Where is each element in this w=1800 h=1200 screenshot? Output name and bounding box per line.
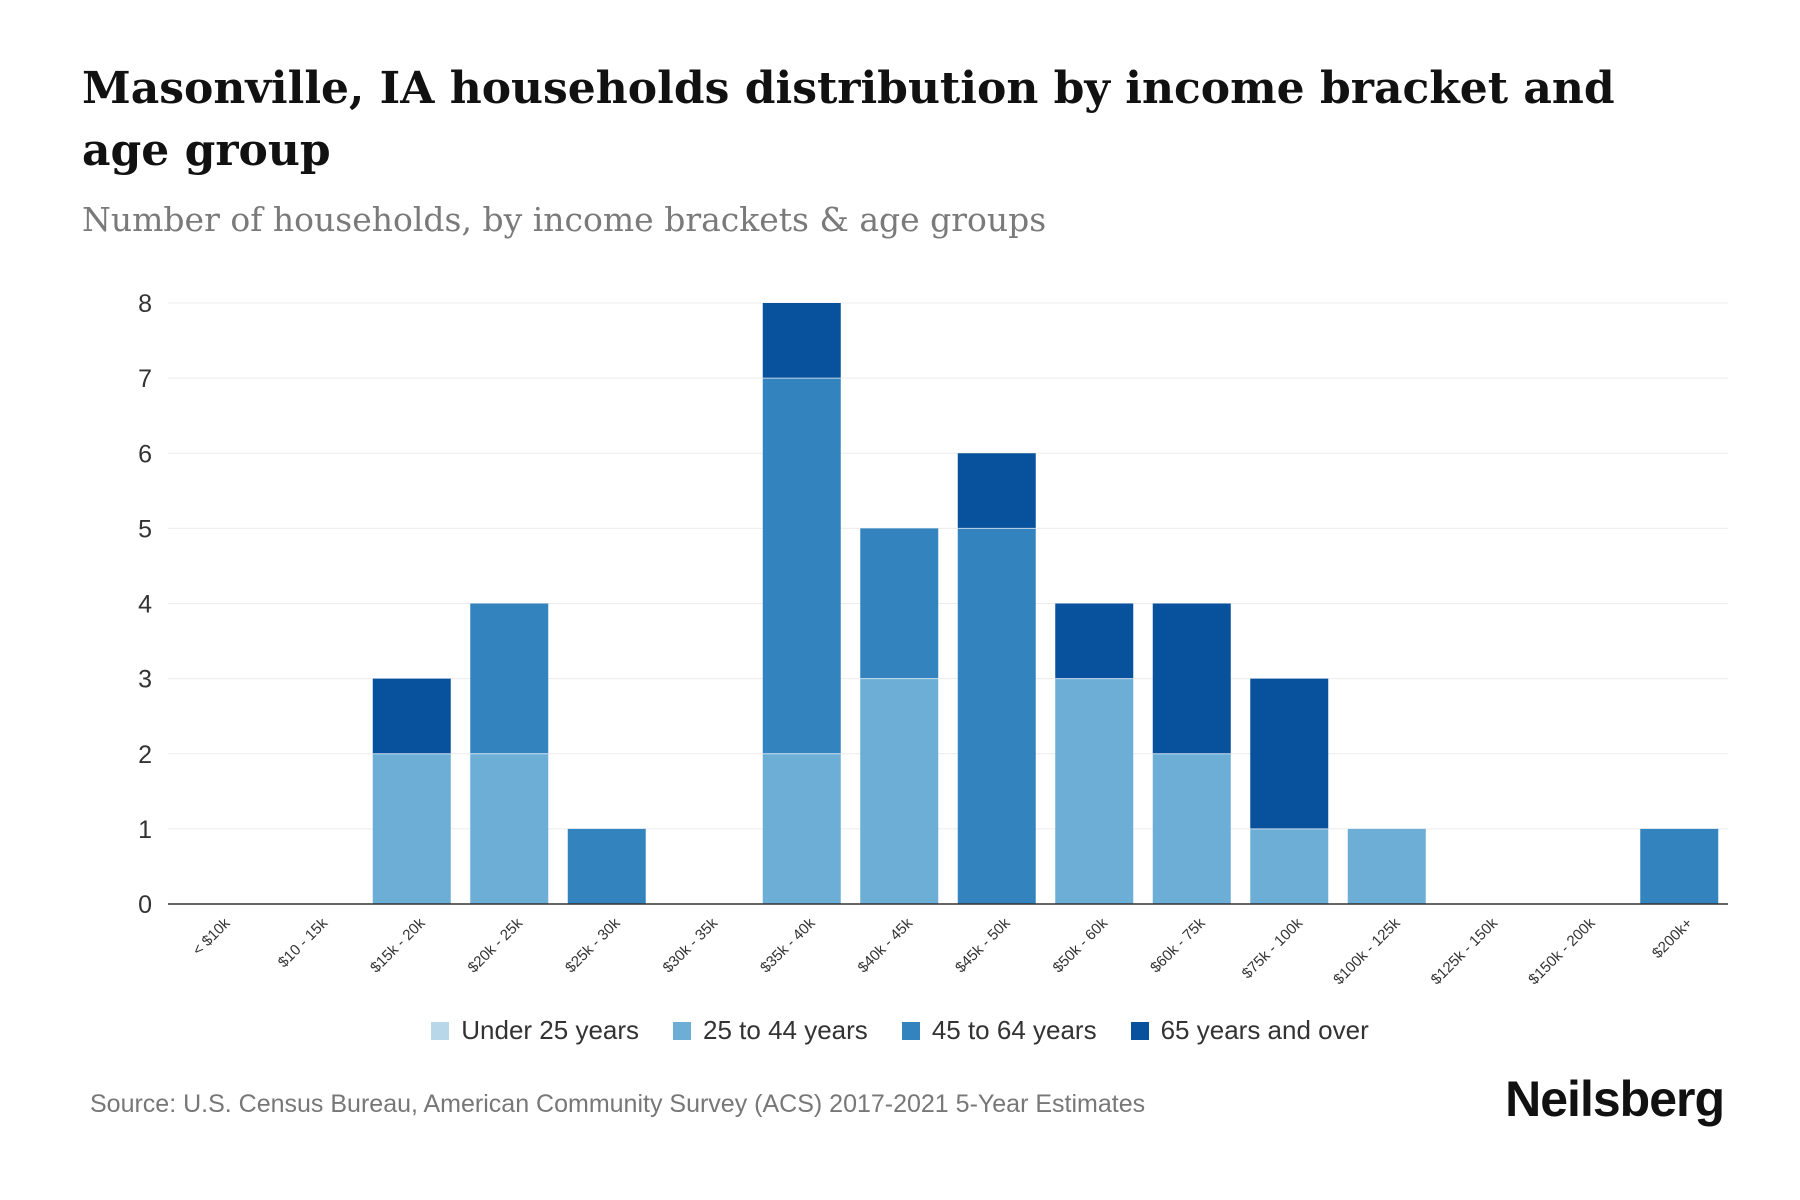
legend-item: 65 years and over — [1130, 1015, 1369, 1046]
bar-segment — [957, 453, 1036, 529]
legend-swatch — [1130, 1021, 1149, 1040]
bar-segment — [762, 303, 841, 379]
chart-title: Masonville, IA households distribution b… — [82, 63, 1615, 176]
bar-segment — [762, 378, 841, 754]
bar-segment — [567, 828, 646, 904]
bar-segment — [1055, 678, 1134, 904]
x-tick-label: $200k+ — [1649, 915, 1696, 962]
y-axis-ticks: 0 1 2 3 4 5 6 7 8 — [138, 290, 152, 919]
y-tick-label: 1 — [138, 816, 152, 844]
x-tick-label: $100k - 125k — [1330, 914, 1404, 988]
y-tick-label: 7 — [138, 365, 152, 393]
bar-segment — [1055, 603, 1134, 679]
legend-item: 25 to 44 years — [673, 1015, 868, 1046]
y-tick-label: 8 — [138, 290, 152, 318]
x-tick-label: $150k - 200k — [1525, 914, 1599, 988]
brand-logo: Neilsberg — [1505, 1071, 1725, 1127]
chart-legend: Under 25 years 25 to 44 years 45 to 64 yea… — [0, 1015, 1800, 1046]
x-tick-label: $35k - 40k — [757, 914, 819, 976]
y-tick-label: 0 — [138, 891, 152, 919]
legend-item: 45 to 64 years — [901, 1015, 1097, 1046]
legend-label: 65 years and over — [1160, 1015, 1369, 1045]
x-tick-label: $60k - 75k — [1147, 914, 1209, 976]
legend-item: Under 25 years — [431, 1015, 639, 1046]
legend-label: 25 to 44 years — [703, 1015, 868, 1045]
y-tick-label: 5 — [138, 515, 152, 543]
x-tick-label: $45k - 50k — [952, 914, 1014, 976]
bar-segment — [1152, 753, 1231, 904]
bar-segment — [1152, 603, 1231, 754]
bar-segment — [957, 528, 1036, 904]
bar-segment — [1347, 828, 1426, 904]
bars — [168, 303, 1728, 905]
legend-swatch — [901, 1021, 920, 1040]
x-tick-label: $50k - 60k — [1050, 914, 1112, 976]
legend-swatch — [431, 1021, 450, 1040]
x-tick-label: $25k - 30k — [562, 914, 624, 976]
source-note: Source: U.S. Census Bureau, American Com… — [90, 1090, 1146, 1118]
bar-segment — [860, 528, 939, 679]
x-tick-label: $10 - 15k — [275, 914, 332, 971]
bar-segment — [372, 753, 451, 904]
legend-label: 45 to 64 years — [931, 1015, 1097, 1045]
legend-swatch — [673, 1021, 692, 1040]
bar-segment — [860, 678, 939, 904]
stacked-bar-chart: 0 1 2 3 4 5 6 7 8 < $10k $10 - 15k $15k - 20k $20k … — [138, 290, 1728, 988]
x-tick-label: $40k - 45k — [855, 914, 917, 976]
y-tick-label: 2 — [138, 741, 152, 769]
x-tick-label: $125k - 150k — [1428, 914, 1502, 988]
bar-segment — [1250, 828, 1329, 904]
x-tick-label: $75k - 100k — [1239, 914, 1307, 982]
y-tick-label: 4 — [138, 591, 152, 619]
x-axis-ticks: < $10k $10 - 15k $15k - 20k $20k - 25k $25k … — [189, 914, 1696, 988]
bar-segment — [470, 753, 549, 904]
bar-segment — [762, 753, 841, 904]
bar-segment — [372, 678, 451, 754]
y-tick-label: 3 — [138, 666, 152, 694]
bar-segment — [1640, 828, 1719, 904]
bar-segment — [470, 603, 549, 754]
y-tick-label: 6 — [138, 440, 152, 468]
x-tick-label: $20k - 25k — [465, 914, 527, 976]
x-tick-label: $30k - 35k — [660, 914, 722, 976]
bar-segment — [1250, 678, 1329, 829]
chart-subtitle: Number of households, by income brackets… — [82, 200, 1047, 239]
x-tick-label: $15k - 20k — [367, 914, 429, 976]
legend-label: Under 25 years — [461, 1015, 640, 1045]
x-tick-label: < $10k — [189, 914, 234, 959]
